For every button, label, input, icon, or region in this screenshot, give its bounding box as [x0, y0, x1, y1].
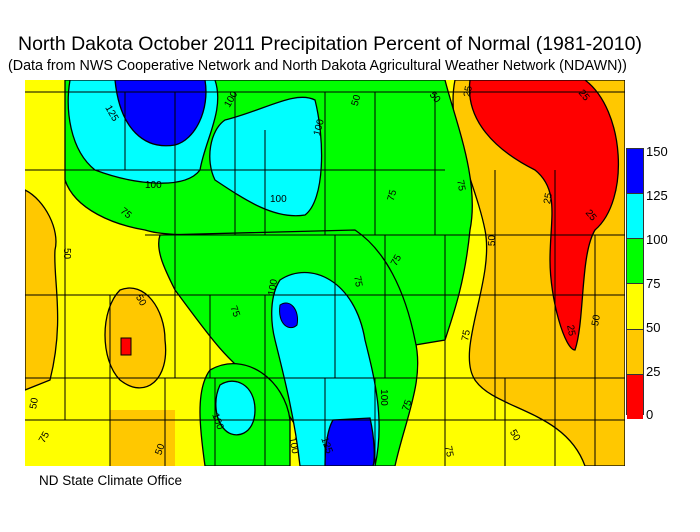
region-25-50-west [24, 188, 59, 391]
region-25-50-south [110, 410, 175, 466]
contour-label: 75 [351, 275, 364, 288]
legend-bin-75-100 [627, 239, 643, 285]
region-0-25-east [468, 79, 620, 351]
region-100-125-centralnorth [209, 96, 323, 217]
legend-bin-50-75 [627, 284, 643, 330]
legend-tick: 150 [646, 144, 668, 159]
legend-bin-0-25 [627, 374, 643, 419]
region-25-50-southwest [104, 287, 167, 389]
legend-bin-25-50 [627, 329, 643, 375]
map-title: North Dakota October 2011 Precipitation … [18, 33, 642, 55]
legend-tick: 50 [646, 320, 661, 335]
contour-label: 25 [564, 324, 577, 337]
legend-tick: 125 [646, 188, 668, 203]
contour-map-svg [24, 79, 626, 467]
legend-tick: 0 [646, 407, 654, 422]
precipitation-map: 125 100 100 100 100 75 50 50 25 25 75 75… [24, 79, 626, 467]
contour-label: 75 [442, 445, 455, 458]
region-125-150-small [279, 302, 299, 329]
map-subtitle: (Data from NWS Cooperative Network and N… [8, 58, 627, 74]
legend-tick: 100 [646, 232, 668, 247]
legend-tick: 25 [646, 364, 661, 379]
contour-label: 100 [270, 194, 287, 205]
contour-label: 100 [145, 180, 162, 191]
legend-bin-125-150 [627, 149, 643, 195]
county-boundaries [25, 91, 625, 466]
contour-label: 25 [462, 85, 475, 98]
color-legend [626, 148, 644, 419]
source-credit: ND State Climate Office [39, 473, 183, 488]
contour-label: 25 [542, 192, 555, 205]
contour-label: 50 [61, 247, 73, 260]
legend-bin-100-125 [627, 194, 643, 240]
contour-label: 50 [487, 234, 499, 247]
region-100-125-southwest [215, 380, 256, 436]
contour-label: 50 [590, 314, 603, 327]
region-125-150-south [324, 417, 375, 467]
contour-label: 75 [460, 329, 473, 342]
contour-label: 75 [454, 179, 467, 192]
contour-label: 50 [28, 397, 41, 410]
region-0-25-west [120, 337, 132, 356]
region-100-125-south [271, 271, 380, 467]
legend-tick: 75 [646, 276, 661, 291]
contour-label: 100 [377, 389, 389, 406]
